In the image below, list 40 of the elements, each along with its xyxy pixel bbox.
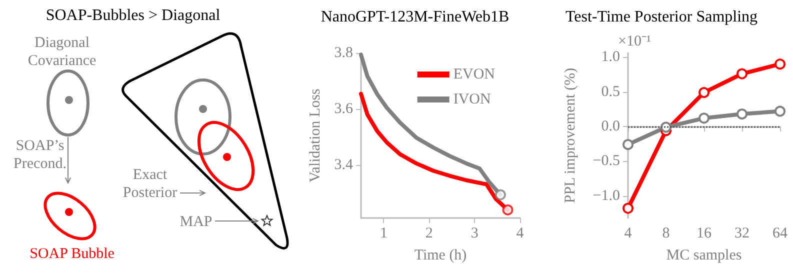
point bbox=[698, 112, 710, 124]
point bbox=[698, 87, 710, 98]
text: SOAP-Bubbles > Diagonal bbox=[46, 7, 221, 24]
x-tick-label: 64 bbox=[772, 226, 788, 242]
chart-title: NanoGPT-123M-FineWeb1B bbox=[320, 8, 510, 26]
point bbox=[774, 106, 786, 117]
y-tick-label: −0.5 bbox=[592, 153, 620, 170]
text: Diagonal Covariance bbox=[28, 35, 96, 69]
x-axis-title: MC samples bbox=[666, 248, 742, 264]
y-tick-label: 0.5 bbox=[601, 84, 620, 100]
legend-label: IVON bbox=[453, 92, 491, 108]
point bbox=[622, 202, 634, 214]
x-tick-label: 1 bbox=[380, 226, 388, 242]
x-tick-label: 3 bbox=[470, 226, 478, 242]
y-tick-label: 1.0 bbox=[601, 49, 620, 66]
y-tick-label: −1.0 bbox=[592, 188, 620, 204]
point bbox=[736, 108, 748, 120]
x-tick-label: 4 bbox=[516, 226, 524, 242]
point bbox=[622, 139, 634, 150]
x-tick-label: 2 bbox=[425, 226, 433, 242]
x-tick-label: 16 bbox=[696, 226, 712, 242]
text: SOAP Bubble bbox=[30, 246, 115, 262]
point bbox=[736, 68, 748, 80]
y-axis-title: PPL improvement (%) bbox=[562, 68, 578, 204]
y-tick-label: 3.6 bbox=[334, 100, 354, 117]
y-tick-label: 3.4 bbox=[334, 156, 354, 173]
legend-label: EVON bbox=[453, 66, 496, 82]
text: MAP bbox=[180, 214, 212, 230]
x-axis-title: Time (h) bbox=[414, 248, 467, 264]
x-tick-label: 8 bbox=[662, 226, 670, 242]
text: SOAP’s Precond. bbox=[14, 138, 66, 172]
x-tick-label: 4 bbox=[624, 226, 632, 242]
text: Exact Posterior bbox=[122, 167, 178, 201]
x-tick-label: 32 bbox=[734, 226, 750, 242]
y-tick-label: 0.0 bbox=[601, 118, 620, 134]
text: ×10⁻¹ bbox=[618, 34, 651, 50]
point bbox=[774, 58, 786, 70]
y-axis-title: Validation Loss bbox=[308, 88, 324, 182]
y-tick-label: 3.8 bbox=[334, 45, 353, 61]
chart-title: Test-Time Posterior Sampling bbox=[565, 8, 758, 26]
